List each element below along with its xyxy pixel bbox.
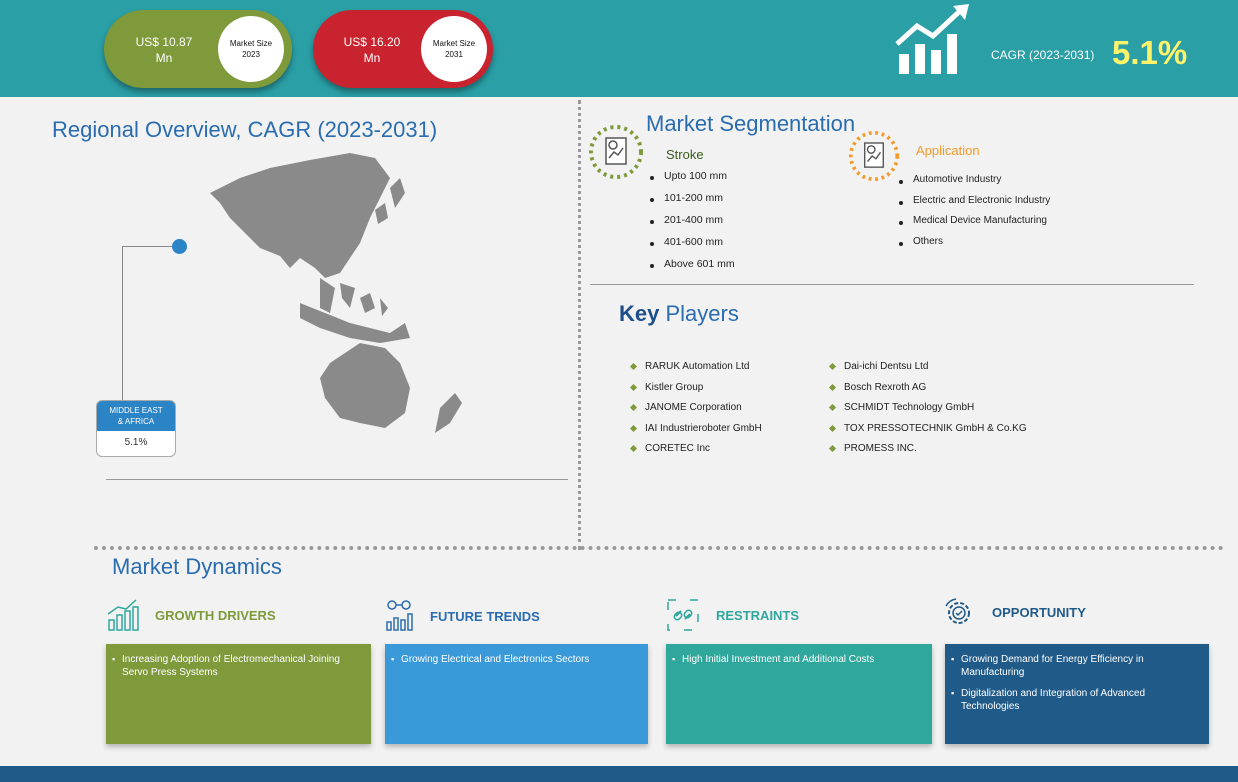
cagr-label: CAGR (2023-2031) <box>991 48 1095 62</box>
restraints-card: High Initial Investment and Additional C… <box>666 644 932 744</box>
region-marker <box>172 239 187 254</box>
dotted-divider-vertical <box>578 100 581 550</box>
region-cagr-value: 5.1% <box>124 437 148 448</box>
list-item: Automotive Industry <box>899 174 1050 195</box>
list-item: Above 601 mm <box>650 258 735 280</box>
gear-check-icon <box>945 598 970 624</box>
stroke-heading: Stroke <box>666 147 704 162</box>
stroke-list: Upto 100 mm 101-200 mm 201-400 mm 401-60… <box>650 170 735 280</box>
trend-analytics-icon <box>386 600 413 631</box>
list-item: Bosch Rexroth AG <box>830 382 1027 403</box>
list-item: CORETEC Inc <box>631 443 762 464</box>
footer-bar <box>0 766 1238 782</box>
market-size-2023-label: Market Size 2023 <box>218 16 284 82</box>
list-item: JANOME Corporation <box>631 402 762 423</box>
list-item: IAI Industrieroboter GmbH <box>631 423 762 444</box>
regional-overview-title: Regional Overview, CAGR (2023-2031) <box>52 117 438 142</box>
market-dynamics-title: Market Dynamics <box>112 554 282 579</box>
list-item: Digitalization and Integration of Advanc… <box>951 687 1199 713</box>
opportunity-card: Growing Demand for Energy Efficiency in … <box>945 644 1209 744</box>
report-chart-icon <box>848 130 900 182</box>
list-item: SCHMIDT Technology GmbH <box>830 402 1027 423</box>
key-players-column-1: RARUK Automation Ltd Kistler Group JANOM… <box>631 361 762 464</box>
application-list: Automotive Industry Electric and Electro… <box>899 174 1050 256</box>
market-size-2031-label: Market Size 2031 <box>421 16 487 82</box>
key-players-column-2: Dai-ichi Dentsu Ltd Bosch Rexroth AG SCH… <box>830 361 1027 464</box>
list-item: Growing Electrical and Electronics Secto… <box>391 653 638 666</box>
list-item: Dai-ichi Dentsu Ltd <box>830 361 1027 382</box>
region-leader-line <box>122 246 174 247</box>
header-banner: US$ 10.87 Mn Market Size 2023 US$ 16.20 M… <box>0 0 1238 97</box>
broken-link-icon <box>667 599 699 631</box>
market-size-2031-pill: US$ 16.20 Mn Market Size 2031 <box>313 10 493 88</box>
key-players-title: Key Players <box>619 301 739 326</box>
list-item: Growing Demand for Energy Efficiency in … <box>951 653 1199 679</box>
list-item: RARUK Automation Ltd <box>631 361 762 382</box>
list-item: 201-400 mm <box>650 214 735 236</box>
market-size-2023-pill: US$ 10.87 Mn Market Size 2023 <box>104 10 292 88</box>
region-leader-line <box>122 246 123 402</box>
list-item: Medical Device Manufacturing <box>899 215 1050 236</box>
list-item: 401-600 mm <box>650 236 735 258</box>
report-chart-icon <box>589 125 643 179</box>
list-item: Others <box>899 236 1050 257</box>
region-name: MIDDLE EAST & AFRICA <box>97 401 175 431</box>
asia-pacific-map-icon <box>210 153 462 433</box>
growth-bars-icon <box>107 599 139 631</box>
region-cagr-card: MIDDLE EAST & AFRICA 5.1% <box>96 400 176 457</box>
list-item: TOX PRESSOTECHNIK GmbH & Co.KG <box>830 423 1027 444</box>
list-item: Electric and Electronic Industry <box>899 195 1050 216</box>
divider <box>590 284 1194 285</box>
restraints-heading: RESTRAINTS <box>716 608 800 623</box>
growth-drivers-heading: GROWTH DRIVERS <box>155 608 276 623</box>
cagr-value: 5.1% <box>1112 34 1188 71</box>
future-trends-card: Growing Electrical and Electronics Secto… <box>385 644 648 744</box>
segmentation-title: Market Segmentation <box>646 111 856 136</box>
bar-chart-arrow-icon <box>895 4 969 74</box>
future-trends-heading: FUTURE TRENDS <box>430 609 540 624</box>
list-item: High Initial Investment and Additional C… <box>672 653 922 666</box>
divider <box>106 479 568 480</box>
market-size-2031-value: US$ 16.20 Mn <box>343 35 401 65</box>
opportunity-heading: OPPORTUNITY <box>992 605 1086 620</box>
application-heading: Application <box>916 143 980 158</box>
growth-drivers-card: Increasing Adoption of Electromechanical… <box>106 644 371 744</box>
list-item: 101-200 mm <box>650 192 735 214</box>
list-item: Increasing Adoption of Electromechanical… <box>112 653 361 679</box>
list-item: PROMESS INC. <box>830 443 1027 464</box>
market-size-2023-value: US$ 10.87 Mn <box>135 35 193 65</box>
dotted-divider-horizontal <box>94 546 1224 550</box>
list-item: Upto 100 mm <box>650 170 735 192</box>
list-item: Kistler Group <box>631 382 762 403</box>
